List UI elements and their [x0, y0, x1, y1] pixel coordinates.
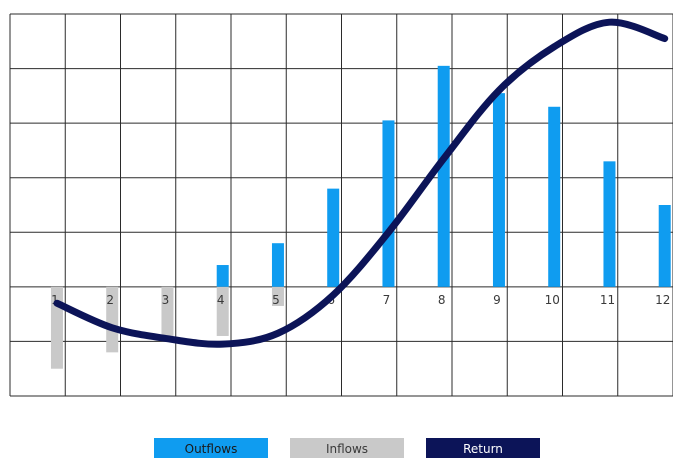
inflows-bar: [106, 286, 119, 353]
outflows-bar: [658, 205, 671, 287]
x-tick-label: 3: [162, 293, 170, 307]
inflows-bar: [216, 286, 229, 336]
x-tick-label: 11: [600, 293, 615, 307]
x-tick-labels: 1 2 3 4 5 6 7 8 9 10 11 12: [51, 293, 670, 307]
bars: [50, 65, 671, 369]
legend-swatch-return: [426, 438, 540, 458]
legend: Outflows Inflows Return: [154, 438, 540, 458]
legend-swatch-inflows: [290, 438, 404, 458]
x-tick-label: 8: [438, 293, 446, 307]
x-tick-label: 1: [51, 293, 59, 307]
outflows-bar: [216, 265, 229, 287]
legend-label-inflows: Inflows: [326, 442, 368, 456]
x-tick-label: 10: [545, 293, 560, 307]
x-tick-label: 2: [106, 293, 114, 307]
outflows-bar: [437, 65, 450, 287]
outflows-bar: [271, 243, 284, 287]
return-line: [53, 18, 669, 348]
x-tick-label: 5: [272, 293, 280, 307]
x-tick-label: 4: [217, 293, 225, 307]
x-tick-label: 9: [493, 293, 501, 307]
outflows-bar: [603, 161, 616, 287]
outflows-bar: [382, 120, 395, 287]
outflows-bar: [327, 188, 340, 287]
inflows-bar: [271, 286, 284, 306]
legend-swatch-outflows: [154, 438, 268, 458]
legend-label-outflows: Outflows: [185, 442, 238, 456]
x-tick-label: 12: [655, 293, 670, 307]
legend-label-return: Return: [463, 442, 503, 456]
outflows-bar: [548, 106, 561, 287]
inflows-bar: [161, 286, 174, 339]
x-tick-label: 7: [383, 293, 391, 307]
outflows-bar: [492, 93, 505, 287]
